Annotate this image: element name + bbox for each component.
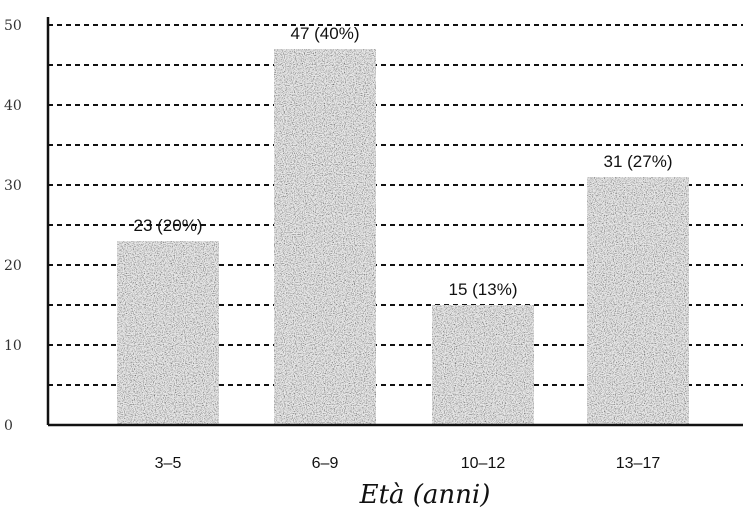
x-tick-label: 3–5 <box>155 455 182 472</box>
axes <box>46 17 743 427</box>
data-label: 47 (40%) <box>291 24 360 43</box>
y-tick-label: 40 <box>4 98 22 114</box>
y-tick-label: 30 <box>4 178 22 194</box>
y-tick-label: 10 <box>4 338 22 354</box>
data-label: 23 (20%) <box>134 216 203 235</box>
labels: 0 10 20 30 40 50 3–5 6–9 10–12 13–17 23 (20%) 47 (4… <box>4 18 672 472</box>
y-tick-label: 50 <box>4 18 22 34</box>
bar-0 <box>116 240 220 426</box>
x-tick-label: 6–9 <box>312 455 339 472</box>
bar-3 <box>586 176 690 426</box>
data-label: 31 (27%) <box>604 152 673 171</box>
bar-2 <box>431 304 535 426</box>
bars <box>116 48 690 426</box>
y-tick-label: 20 <box>4 258 22 274</box>
x-tick-label: 10–12 <box>461 455 506 472</box>
x-tick-label: 13–17 <box>616 455 661 472</box>
bar-1 <box>273 48 377 426</box>
y-tick-label: 0 <box>4 418 13 434</box>
data-label: 15 (13%) <box>449 280 518 299</box>
x-axis-title: Età (anni) <box>359 480 491 510</box>
